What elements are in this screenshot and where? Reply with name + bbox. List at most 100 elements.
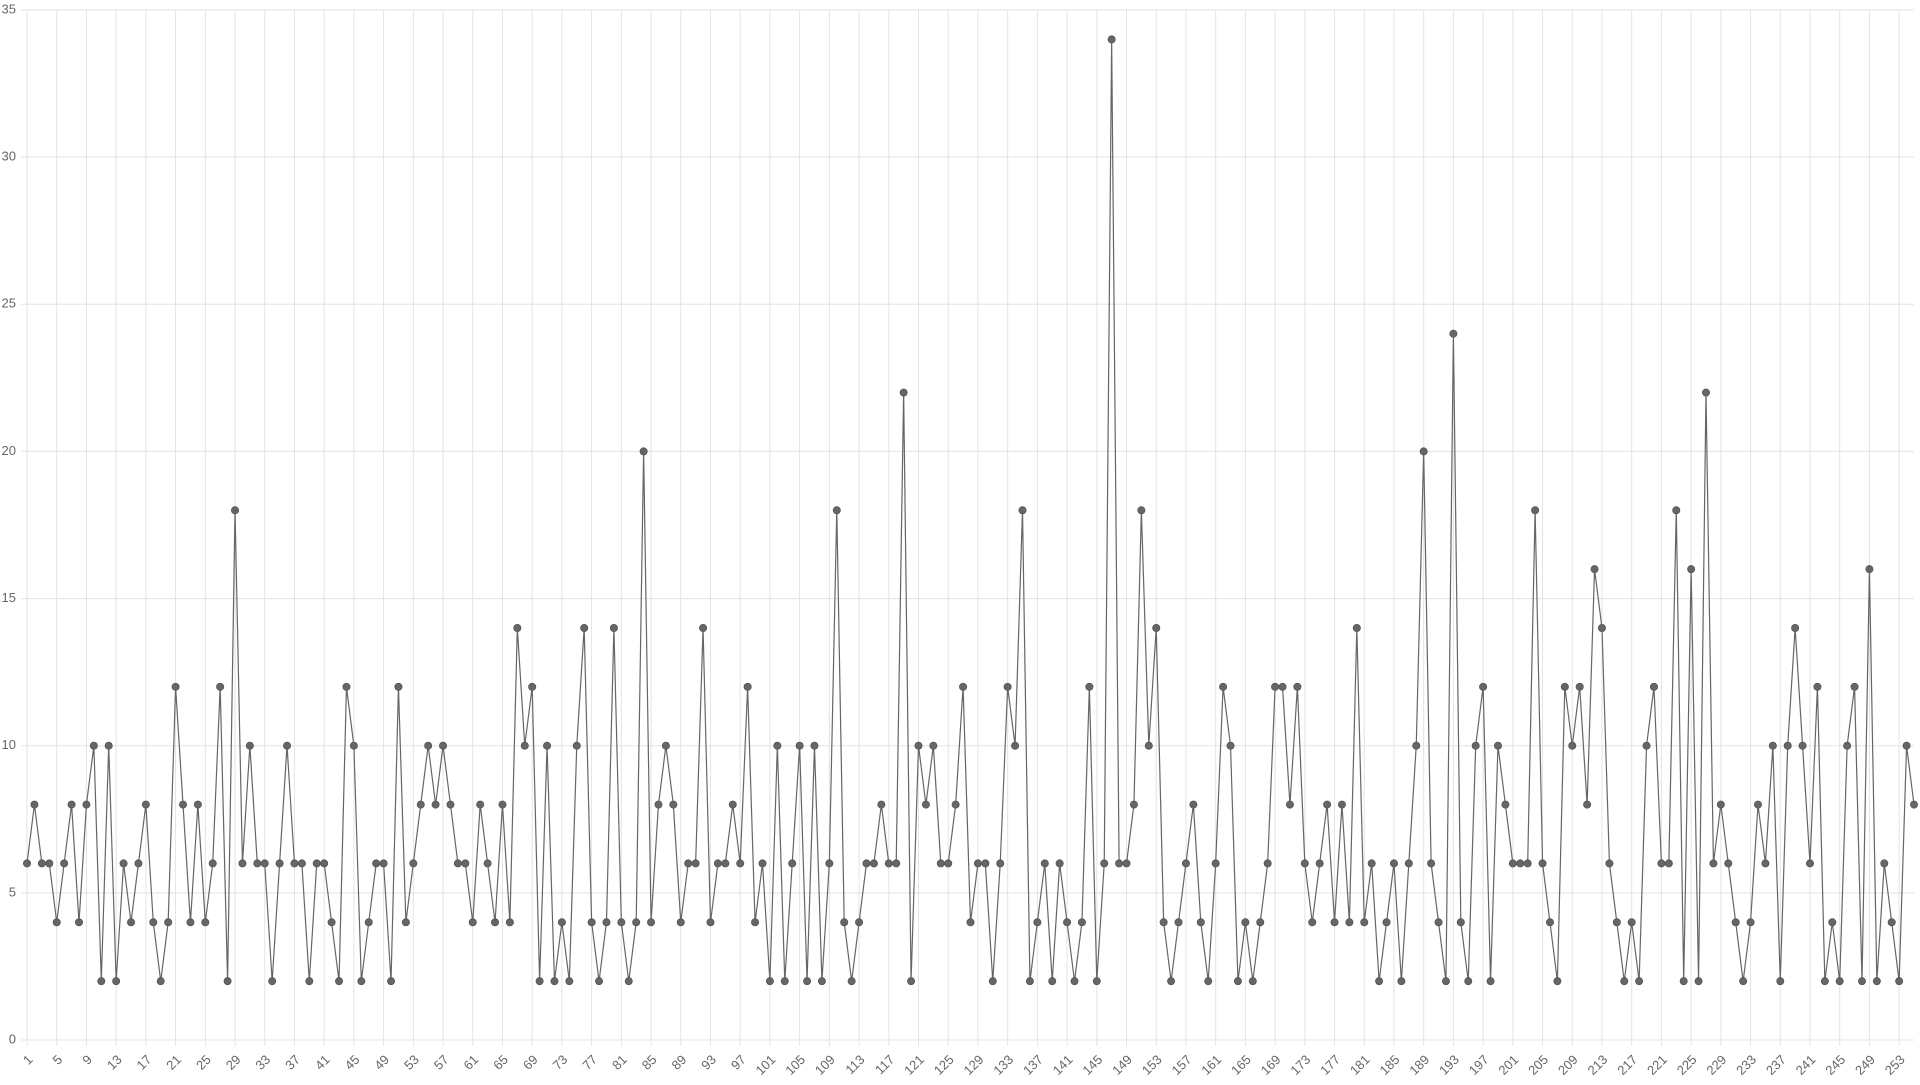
data-point <box>1233 977 1242 986</box>
data-point <box>1597 624 1606 633</box>
data-point <box>1486 977 1495 986</box>
data-point <box>52 918 61 927</box>
x-tick-label: 77 <box>579 1052 600 1073</box>
data-point <box>476 800 485 809</box>
data-point <box>1226 741 1235 750</box>
data-point <box>1040 859 1049 868</box>
data-point <box>1434 918 1443 927</box>
data-point <box>1709 859 1718 868</box>
data-point <box>1560 682 1569 691</box>
x-tick-label: 65 <box>490 1052 511 1073</box>
x-tick-label: 197 <box>1466 1052 1492 1078</box>
data-point <box>1783 741 1792 750</box>
data-point <box>1337 800 1346 809</box>
data-point <box>1174 918 1183 927</box>
data-point <box>364 918 373 927</box>
data-point <box>713 859 722 868</box>
data-point <box>684 859 693 868</box>
x-tick-label: 69 <box>520 1052 541 1073</box>
x-tick-label: 129 <box>961 1052 987 1078</box>
data-point <box>1144 741 1153 750</box>
data-point <box>751 918 760 927</box>
data-point <box>1300 859 1309 868</box>
data-point <box>1397 977 1406 986</box>
data-point <box>1887 918 1896 927</box>
data-point <box>216 682 225 691</box>
data-point <box>1820 977 1829 986</box>
data-point <box>193 800 202 809</box>
data-point <box>446 800 455 809</box>
data-point <box>1404 859 1413 868</box>
data-point <box>335 977 344 986</box>
data-point <box>988 977 997 986</box>
data-point <box>736 859 745 868</box>
x-tick-label: 157 <box>1169 1052 1195 1078</box>
data-point <box>297 859 306 868</box>
x-tick-label: 49 <box>371 1052 392 1073</box>
data-point <box>1701 388 1710 397</box>
data-point <box>817 977 826 986</box>
data-point <box>1516 859 1525 868</box>
data-point <box>557 918 566 927</box>
data-point <box>595 977 604 986</box>
data-point <box>1122 859 1131 868</box>
data-point <box>1293 682 1302 691</box>
data-point <box>1360 918 1369 927</box>
data-point <box>1159 918 1168 927</box>
data-point <box>1248 977 1257 986</box>
x-tick-label: 189 <box>1406 1052 1432 1078</box>
x-tick-label: 105 <box>782 1052 808 1078</box>
data-point <box>483 859 492 868</box>
data-point <box>1330 918 1339 927</box>
data-point <box>788 859 797 868</box>
data-point <box>1843 741 1852 750</box>
data-point <box>201 918 210 927</box>
y-tick-label: 25 <box>2 296 16 311</box>
data-point <box>847 977 856 986</box>
data-point <box>1271 682 1280 691</box>
data-point <box>884 859 893 868</box>
y-tick-label: 35 <box>2 1 16 16</box>
data-point <box>609 624 618 633</box>
data-point <box>67 800 76 809</box>
x-tick-label: 137 <box>1020 1052 1046 1078</box>
data-point <box>587 918 596 927</box>
x-tick-label: 81 <box>609 1052 630 1073</box>
data-point <box>617 918 626 927</box>
data-point <box>119 859 128 868</box>
x-tick-label: 181 <box>1347 1052 1373 1078</box>
x-tick-label: 57 <box>431 1052 452 1073</box>
data-point <box>1456 918 1465 927</box>
data-point <box>1761 859 1770 868</box>
data-point <box>669 800 678 809</box>
data-point <box>468 918 477 927</box>
data-point <box>840 918 849 927</box>
data-point <box>899 388 908 397</box>
x-tick-label: 241 <box>1793 1052 1819 1078</box>
data-point <box>973 859 982 868</box>
data-point <box>1753 800 1762 809</box>
data-point <box>543 741 552 750</box>
x-tick-label: 225 <box>1674 1052 1700 1078</box>
data-point <box>1828 918 1837 927</box>
x-tick-label: 237 <box>1763 1052 1789 1078</box>
data-point <box>208 859 217 868</box>
x-tick-label: 85 <box>639 1052 660 1073</box>
data-point <box>647 918 656 927</box>
data-point <box>1739 977 1748 986</box>
x-tick-label: 89 <box>668 1052 689 1073</box>
data-point <box>803 977 812 986</box>
data-point <box>1479 682 1488 691</box>
y-tick-label: 5 <box>9 884 16 899</box>
data-line <box>26 39 1915 982</box>
data-point <box>1835 977 1844 986</box>
data-point <box>461 859 470 868</box>
data-point <box>1063 918 1072 927</box>
data-point <box>1545 918 1554 927</box>
x-tick-label: 169 <box>1258 1052 1284 1078</box>
data-point <box>156 977 165 986</box>
data-point <box>305 977 314 986</box>
data-point <box>1523 859 1532 868</box>
data-point <box>1375 977 1384 986</box>
